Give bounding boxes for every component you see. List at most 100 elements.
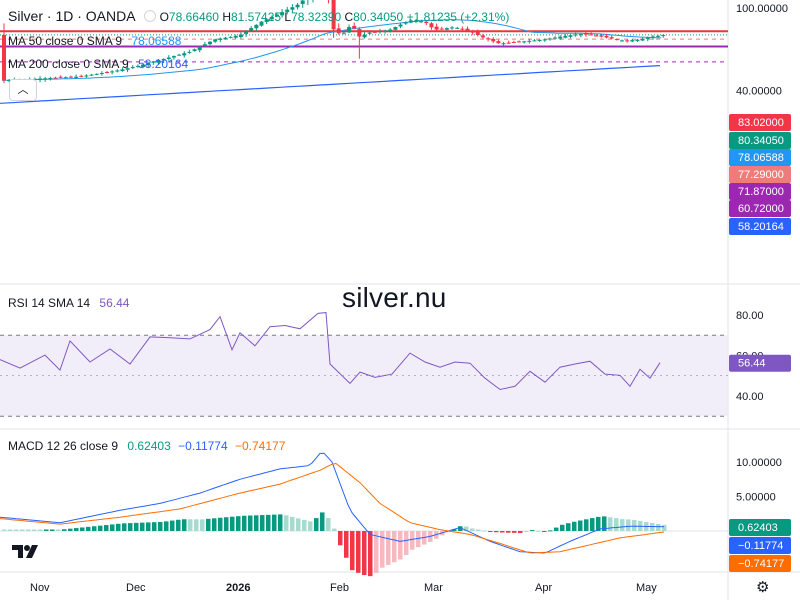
macd-histogram-bar [158, 521, 163, 531]
macd-histogram-bar [242, 515, 247, 531]
macd-histogram-bar [176, 519, 181, 531]
macd-histogram-bar [368, 531, 373, 577]
macd-histogram-bar [416, 531, 421, 548]
macd-histogram-bar [26, 529, 31, 531]
candle-body [656, 35, 661, 37]
candle-body [79, 75, 84, 77]
macd-legend[interactable]: MACD 12 26 close 9 0.62403 −0.11774 −0.7… [8, 438, 285, 454]
candle-body [393, 27, 398, 30]
macd-histogram-bar [410, 531, 415, 550]
macd-histogram-bar [584, 519, 589, 531]
macd-histogram-bar [560, 524, 565, 531]
candle-body [450, 27, 455, 29]
macd-histogram-bar [566, 523, 571, 531]
price-label-text: 83.02000 [738, 117, 784, 129]
candle-body [522, 41, 527, 43]
candle-body [223, 37, 228, 40]
macd-histogram-bar [590, 518, 595, 531]
symbol-title[interactable]: Silver · 1D · OANDA [8, 8, 136, 24]
macd-histogram-bar [356, 531, 361, 573]
candle-body [357, 29, 362, 37]
candle-body [408, 20, 413, 23]
candle-body [43, 78, 48, 80]
ma200-label: MA 200 close 0 SMA 9 [8, 57, 129, 71]
macd-histogram-bar [632, 519, 637, 531]
close-label: C [344, 10, 354, 24]
watermark: silver.nu [342, 282, 447, 313]
price-label-badge [729, 149, 791, 166]
macd-histogram-bar [56, 529, 61, 531]
candle-body [84, 75, 89, 77]
macd-signal-value: −0.74177 [234, 439, 286, 453]
high-value: 81.57425 [231, 10, 282, 24]
macd-line-value: −0.11774 [178, 439, 228, 453]
candle-body [161, 58, 166, 61]
price-label-badge [729, 218, 791, 235]
candle-body [264, 19, 269, 22]
ma50-legend[interactable]: MA 50 close 0 SMA 9 78.06588 [8, 33, 181, 49]
macd-signal-line [0, 462, 665, 554]
rsi-value: 56.44 [99, 296, 130, 310]
rsi-line [0, 312, 661, 391]
macd-histogram-bar [536, 530, 541, 532]
candle-body [599, 35, 604, 37]
candle-body [295, 4, 300, 8]
candle-body [583, 33, 588, 35]
candle-body [269, 16, 274, 20]
macd-histogram-bar [326, 517, 331, 531]
price-label-badge [729, 183, 791, 200]
collapse-legend-button[interactable]: ︿ [9, 79, 37, 101]
candle-body [496, 41, 501, 44]
ma200-legend[interactable]: MA 200 close 0 SMA 9 58.20164 [8, 56, 188, 72]
settings-gear-icon[interactable]: ⚙ [756, 579, 770, 596]
price-label-text: 71.87000 [738, 186, 784, 198]
macd-line [0, 452, 665, 554]
candle-body [177, 54, 182, 56]
macd-histogram-bar [152, 522, 157, 531]
macd-histogram-bar [50, 529, 55, 531]
candle-body [228, 36, 233, 38]
macd-histogram-bar [452, 529, 457, 531]
tradingview-logo-icon[interactable] [10, 540, 40, 562]
candle-body [115, 70, 120, 72]
macd-histogram-bar [494, 531, 499, 533]
macd-histogram-bar [626, 519, 631, 531]
candle-body [58, 76, 63, 78]
candle-body [110, 71, 115, 73]
macd-histogram-bar [14, 529, 19, 531]
candle-body [290, 7, 295, 10]
candle-body [372, 31, 377, 33]
candle-body [532, 40, 537, 42]
candle-body [625, 40, 630, 42]
macd-histogram-bar [602, 516, 607, 531]
candle-body [53, 77, 58, 79]
ma50-label: MA 50 close 0 SMA 9 [8, 34, 123, 48]
candle-body [594, 35, 599, 37]
candle-body [568, 35, 573, 37]
macd-histogram-bar [512, 531, 517, 533]
macd-histogram-bar [476, 529, 481, 531]
macd-histogram-bar [482, 530, 487, 532]
macd-histogram-bar [248, 515, 253, 531]
time-axis-label: Mar [424, 582, 443, 594]
candle-body [99, 73, 104, 75]
macd-histogram-bar [350, 531, 355, 571]
high-label: H [222, 10, 231, 24]
macd-histogram-bar [386, 531, 391, 565]
candle-body [630, 40, 635, 42]
chevron-up-icon: ︿ [17, 84, 29, 96]
candle-body [347, 27, 352, 33]
candle-body [238, 34, 243, 38]
price-label-text: 78.06588 [738, 152, 784, 164]
rsi-axis-tick-label: 80.00 [736, 310, 764, 322]
rsi-legend[interactable]: RSI 14 SMA 14 56.44 [8, 295, 129, 311]
candle-body [187, 51, 192, 53]
close-value: 80.34050 [353, 10, 404, 24]
candle-body [398, 24, 403, 27]
macd-histogram-bar [464, 526, 469, 531]
candle-body [156, 60, 161, 63]
price-axis-tick-label: 40.00000 [736, 85, 782, 97]
change-value: +1.81235 (+2.31%) [406, 10, 510, 24]
macd-histogram-bar [164, 521, 169, 531]
